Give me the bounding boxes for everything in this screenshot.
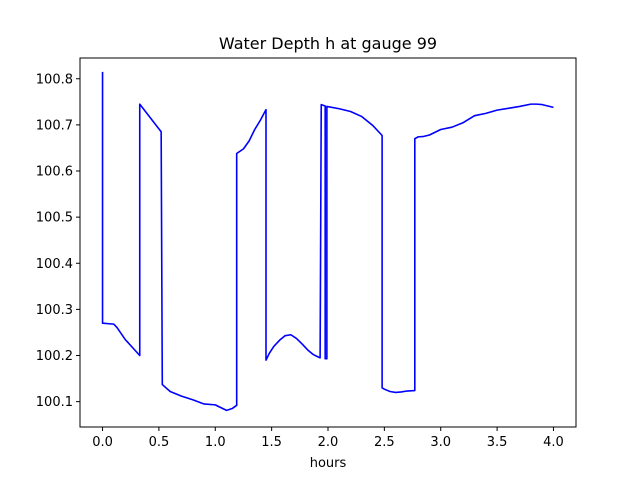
y-tick-label: 100.4 [36, 257, 73, 272]
series-line-0 [101, 71, 554, 412]
y-tick-label: 100.1 [36, 395, 73, 410]
y-tick-label: 100.5 [36, 211, 73, 226]
x-tick-label: 3.5 [487, 435, 508, 450]
x-tick-label: 0.0 [92, 435, 113, 450]
x-tick-label: 2.0 [318, 435, 339, 450]
x-tick-label: 1.0 [205, 435, 226, 450]
y-tick-label: 100.3 [36, 303, 73, 318]
y-tick-label: 100.6 [36, 165, 73, 180]
plot-lines [101, 71, 554, 412]
x-tick-label: 2.5 [374, 435, 395, 450]
x-axis: 0.0 0.5 1.0 1.5 2.0 2.5 3.0 3.5 4.0 [92, 427, 564, 450]
x-tick-label: 3.0 [430, 435, 451, 450]
y-tick-label: 100.8 [36, 72, 73, 87]
x-tick-label: 1.5 [261, 435, 282, 450]
y-tick-label: 100.2 [36, 349, 73, 364]
y-axis: 100.1 100.2 100.3 100.4 100.5 100.6 100.7 100.8 [36, 72, 80, 410]
x-axis-label: hours [310, 456, 347, 471]
x-tick-label: 0.5 [149, 435, 170, 450]
chart-title: Water Depth h at gauge 99 [219, 34, 437, 53]
x-tick-label: 4.0 [543, 435, 564, 450]
y-tick-label: 100.7 [36, 118, 73, 133]
